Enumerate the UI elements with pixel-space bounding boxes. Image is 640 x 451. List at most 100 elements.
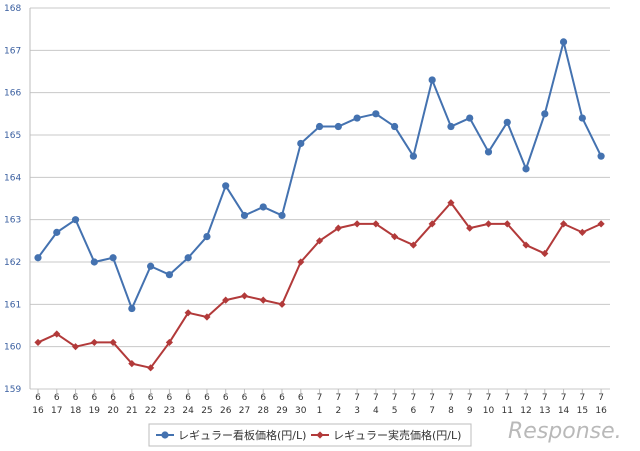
x-tick-label-day: 7: [429, 406, 435, 416]
x-tick-label-month: 7: [448, 393, 454, 403]
x-tick-label-month: 7: [335, 393, 341, 403]
data-point-diamond: [128, 360, 136, 368]
legend-label: レギュラー実売価格(円/L): [333, 428, 461, 442]
data-point-diamond: [259, 296, 267, 304]
data-point-circle: [109, 254, 117, 262]
data-point-circle: [53, 228, 61, 236]
x-tick-label-day: 17: [51, 406, 62, 416]
legend-marker-diamond: [316, 431, 324, 439]
x-tick-label-month: 6: [260, 393, 266, 403]
x-tick-label-month: 7: [467, 393, 473, 403]
gridlines: [30, 7, 610, 390]
x-tick-label-month: 7: [542, 393, 548, 403]
data-point-diamond: [391, 233, 399, 241]
data-point-diamond: [541, 249, 549, 258]
x-tick-label-month: 7: [486, 393, 492, 403]
data-point-circle: [128, 304, 136, 313]
data-point-diamond: [184, 309, 192, 317]
x-tick-label-day: 13: [539, 406, 550, 416]
data-point-circle: [71, 216, 80, 224]
data-point-diamond: [597, 220, 605, 228]
data-point-circle: [522, 165, 530, 173]
data-point-diamond: [53, 330, 61, 338]
x-tick-label-month: 6: [91, 393, 97, 403]
x-tick-label-day: 24: [182, 406, 194, 416]
x-tick-label-day: 4: [373, 406, 379, 416]
data-point-circle: [409, 152, 417, 160]
x-tick-label-month: 6: [54, 393, 60, 403]
x-tick-label-month: 7: [561, 393, 567, 403]
data-point-diamond: [522, 241, 530, 249]
x-tick-label-month: 6: [148, 393, 154, 403]
x-tick-label-day: 22: [145, 406, 156, 416]
data-point-diamond: [503, 220, 511, 228]
data-point-diamond: [222, 296, 230, 304]
x-tick-label-month: 7: [504, 393, 510, 403]
x-tick-label-month: 6: [204, 393, 210, 403]
x-tick-label-month: 6: [298, 393, 304, 403]
x-tick-label-month: 6: [279, 393, 285, 403]
data-point-circle: [90, 258, 98, 266]
x-tick-label-day: 6: [411, 406, 417, 416]
data-point-circle: [391, 122, 399, 131]
x-tick-label-day: 5: [392, 406, 398, 416]
x-tick-label-month: 6: [242, 393, 248, 403]
y-tick-label: 159: [4, 385, 21, 395]
x-tick-label-day: 20: [107, 406, 119, 416]
x-tick-label-day: 18: [70, 406, 82, 416]
x-tick-label-day: 8: [448, 406, 454, 416]
legend-label: レギュラー看板価格(円/L): [178, 428, 306, 442]
data-point-circle: [503, 118, 511, 126]
data-point-circle: [297, 139, 305, 148]
x-tick-label-day: 28: [258, 406, 270, 416]
watermark-logo: Response.: [508, 419, 622, 444]
data-point-diamond: [147, 364, 155, 372]
x-tick-label-month: 7: [598, 393, 604, 403]
y-tick-label: 161: [4, 300, 21, 310]
data-point-diamond: [334, 224, 342, 232]
data-point-diamond: [466, 224, 474, 232]
x-tick-label-day: 25: [201, 406, 212, 416]
data-point-circle: [203, 233, 211, 241]
data-point-diamond: [90, 338, 98, 347]
data-point-circle: [259, 203, 267, 211]
x-tick-label-day: 12: [520, 406, 531, 416]
x-tick-label-month: 6: [110, 393, 116, 403]
data-point-diamond: [278, 300, 286, 308]
x-tick-label-month: 7: [392, 393, 398, 403]
x-tick-label-month: 6: [185, 393, 191, 403]
x-tick-label-month: 7: [354, 393, 360, 403]
legend: レギュラー看板価格(円/L) レギュラー実売価格(円/L): [148, 423, 472, 447]
data-point-circle: [334, 122, 342, 131]
x-tick-label-day: 27: [239, 406, 250, 416]
x-tick-label-day: 29: [276, 406, 288, 416]
y-tick-label: 168: [4, 4, 21, 14]
data-point-diamond: [353, 220, 361, 228]
y-tick-label: 160: [4, 343, 21, 353]
x-tick-label-day: 11: [502, 406, 513, 416]
data-point-circle: [34, 254, 42, 262]
x-tick-label-day: 14: [558, 406, 570, 416]
data-point-diamond: [428, 220, 436, 228]
data-point-diamond: [165, 338, 173, 347]
series-lines: [34, 38, 605, 372]
data-point-circle: [278, 211, 286, 220]
x-tick-label-month: 6: [73, 393, 79, 403]
data-point-circle: [559, 38, 568, 46]
data-point-circle: [428, 76, 436, 84]
x-tick-label-day: 10: [483, 406, 495, 416]
x-tick-label-day: 16: [32, 406, 44, 416]
data-point-circle: [353, 114, 361, 122]
data-point-diamond: [297, 258, 305, 266]
data-point-circle: [447, 122, 455, 131]
data-point-circle: [484, 148, 493, 156]
data-point-diamond: [109, 338, 117, 347]
x-tick-label-month: 7: [373, 393, 379, 403]
series-line-1: [37, 40, 602, 310]
legend-marker-circle: [161, 431, 169, 439]
axes: 1591601611621631641651661671686166176186…: [4, 4, 607, 416]
x-tick-label-day: 23: [164, 406, 175, 416]
x-tick-label-month: 7: [411, 393, 417, 403]
